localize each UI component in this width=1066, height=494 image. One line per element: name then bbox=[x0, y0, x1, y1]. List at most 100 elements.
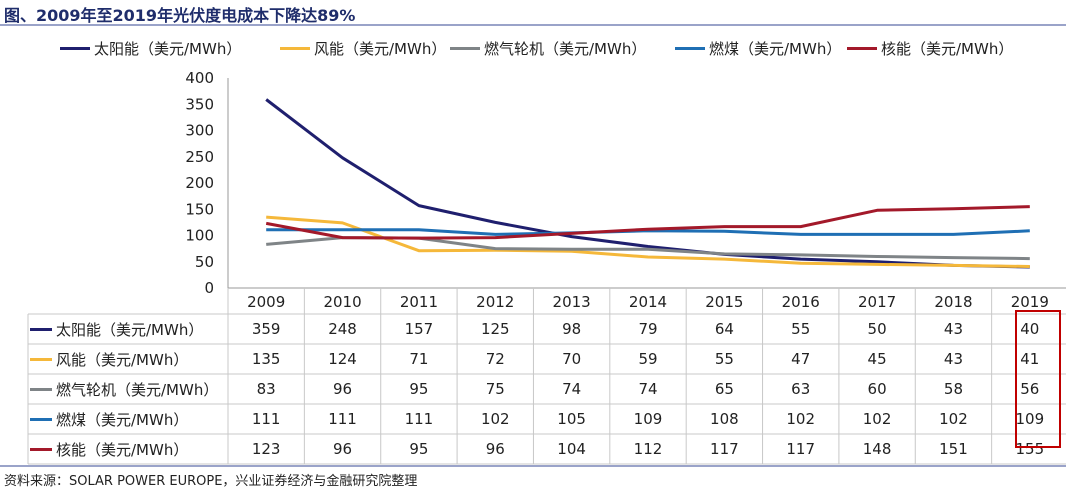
series-line-2 bbox=[266, 215, 1030, 268]
table-cell: 155 bbox=[1015, 440, 1045, 458]
table-cell: 96 bbox=[332, 380, 353, 398]
table-cell: 41 bbox=[1020, 350, 1040, 368]
legend-item: 核能（美元/MWh） bbox=[847, 38, 1013, 59]
table-cell: 98 bbox=[562, 320, 582, 338]
table-cell: 56 bbox=[1020, 380, 1040, 398]
table-cell: 111 bbox=[404, 410, 434, 428]
table-cell: 124 bbox=[328, 350, 357, 368]
x-tick-label: 2014 bbox=[629, 293, 667, 311]
x-tick-label: 2011 bbox=[400, 293, 438, 311]
legend-label: 太阳能（美元/MWh） bbox=[94, 40, 242, 58]
table-cell: 102 bbox=[786, 410, 816, 428]
table-cell: 43 bbox=[943, 320, 963, 338]
table-cell: 71 bbox=[409, 350, 429, 368]
table-row-label: 燃煤（美元/MWh） bbox=[30, 409, 188, 430]
table-cell: 75 bbox=[485, 380, 505, 398]
y-tick-label: 100 bbox=[185, 227, 214, 245]
table-cell: 45 bbox=[867, 350, 887, 368]
table-cell: 79 bbox=[638, 320, 658, 338]
legend-item: 风能（美元/MWh） bbox=[280, 38, 446, 59]
x-tick-label: 2009 bbox=[247, 293, 285, 311]
table-cell: 105 bbox=[557, 410, 586, 428]
table-cell: 58 bbox=[943, 380, 963, 398]
legend-label: 风能（美元/MWh） bbox=[314, 40, 447, 58]
legend-label: 核能（美元/MWh） bbox=[881, 40, 1014, 58]
source-divider bbox=[0, 465, 1066, 467]
table-cell: 96 bbox=[332, 440, 353, 458]
series-line-5 bbox=[265, 205, 1030, 240]
table-row-name: 核能（美元/MWh） bbox=[56, 441, 189, 459]
table-cell: 125 bbox=[480, 320, 510, 338]
table-cell: 59 bbox=[638, 350, 658, 368]
highlight-2019-box bbox=[1015, 310, 1061, 448]
table-cell: 109 bbox=[633, 410, 663, 428]
table-cell: 40 bbox=[1020, 320, 1040, 338]
x-tick-label: 2015 bbox=[705, 293, 743, 311]
table-cell: 72 bbox=[485, 350, 505, 368]
table-cell: 64 bbox=[714, 320, 734, 338]
legend-label: 燃煤（美元/MWh） bbox=[709, 40, 842, 58]
x-tick-label: 2013 bbox=[553, 293, 591, 311]
table-cell: 55 bbox=[791, 320, 811, 338]
x-tick-label: 2019 bbox=[1011, 293, 1049, 311]
table-cell: 70 bbox=[562, 350, 582, 368]
table-row-swatch bbox=[30, 328, 52, 331]
x-tick-label: 2016 bbox=[782, 293, 820, 311]
table-cell: 47 bbox=[791, 350, 811, 368]
table-cell: 148 bbox=[862, 440, 892, 458]
series-line-3 bbox=[266, 236, 1030, 261]
table-cell: 359 bbox=[251, 320, 281, 338]
series-line-1 bbox=[265, 98, 1030, 269]
table-cell: 83 bbox=[256, 380, 276, 398]
table-cell: 104 bbox=[557, 440, 586, 458]
table-row-label: 风能（美元/MWh） bbox=[30, 349, 188, 370]
table-cell: 60 bbox=[867, 380, 887, 398]
legend-swatch bbox=[450, 47, 480, 50]
table-cell: 157 bbox=[404, 320, 434, 338]
table-cell: 74 bbox=[638, 380, 658, 398]
title-divider bbox=[0, 24, 1066, 26]
chart-title: 图、2009年至2019年光伏度电成本下降达89% bbox=[4, 6, 356, 25]
table-row-name: 燃气轮机（美元/MWh） bbox=[56, 381, 219, 399]
legend-swatch bbox=[280, 47, 310, 50]
legend-label: 燃气轮机（美元/MWh） bbox=[484, 40, 647, 58]
x-tick-label: 2017 bbox=[858, 293, 896, 311]
table-cell: 123 bbox=[251, 440, 281, 458]
legend-item: 太阳能（美元/MWh） bbox=[60, 38, 241, 59]
x-tick-label: 2018 bbox=[934, 293, 972, 311]
table-cell: 102 bbox=[480, 410, 510, 428]
legend-swatch bbox=[60, 47, 90, 50]
table-row-swatch bbox=[30, 418, 52, 421]
table-cell: 111 bbox=[328, 410, 357, 428]
y-tick-label: 0 bbox=[204, 279, 214, 297]
table-cell: 65 bbox=[714, 380, 734, 398]
table-cell: 117 bbox=[786, 440, 816, 458]
table-cell: 109 bbox=[1015, 410, 1045, 428]
table-cell: 95 bbox=[409, 380, 429, 398]
table-row-label: 燃气轮机（美元/MWh） bbox=[30, 379, 218, 400]
y-tick-label: 350 bbox=[185, 95, 214, 113]
table-row-label: 太阳能（美元/MWh） bbox=[30, 319, 203, 340]
table-cell: 63 bbox=[791, 380, 811, 398]
legend-swatch bbox=[675, 47, 705, 50]
table-cell: 151 bbox=[939, 440, 968, 458]
table-cell: 95 bbox=[409, 440, 429, 458]
table-cell: 55 bbox=[714, 350, 734, 368]
table-row-swatch bbox=[30, 388, 52, 391]
table-cell: 108 bbox=[710, 410, 739, 428]
table-cell: 43 bbox=[943, 350, 963, 368]
table-cell: 102 bbox=[862, 410, 892, 428]
table-cell: 96 bbox=[485, 440, 505, 458]
y-tick-label: 250 bbox=[185, 148, 214, 166]
y-tick-label: 200 bbox=[185, 174, 214, 192]
table-cell: 248 bbox=[328, 320, 357, 338]
table-cell: 135 bbox=[251, 350, 281, 368]
table-row-name: 燃煤（美元/MWh） bbox=[56, 411, 189, 429]
table-cell: 112 bbox=[633, 440, 663, 458]
legend-item: 燃煤（美元/MWh） bbox=[675, 38, 841, 59]
series-line-4 bbox=[266, 228, 1030, 236]
chart-legend: 太阳能（美元/MWh） 风能（美元/MWh） 燃气轮机（美元/MWh） 燃煤（美元/M… bbox=[60, 38, 1060, 60]
table-row-swatch bbox=[30, 448, 52, 451]
legend-item: 燃气轮机（美元/MWh） bbox=[450, 38, 646, 59]
